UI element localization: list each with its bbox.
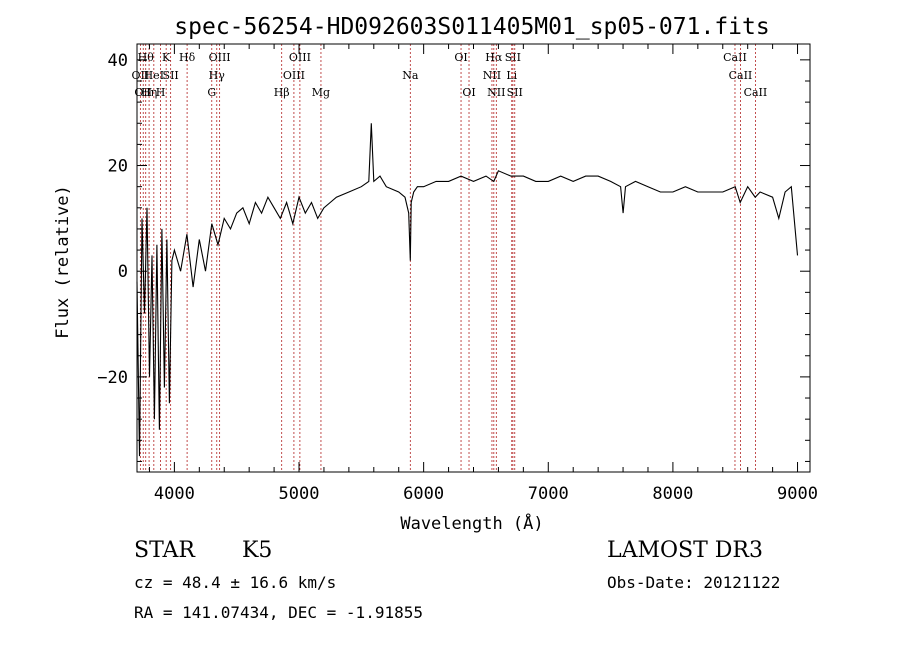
marker-label: Hθ: [138, 51, 155, 64]
object-class: STAR: [134, 538, 195, 563]
y-tick-label: 40: [108, 51, 128, 71]
x-tick-label: 9000: [777, 484, 818, 504]
marker-label: Hγ: [209, 69, 226, 82]
survey-name: LAMOST DR3: [607, 538, 763, 563]
marker-label: SII: [163, 69, 179, 82]
y-tick-label: −20: [97, 368, 128, 388]
marker-label: Hα: [485, 51, 503, 64]
spectral-line-markers: OIIOIIHθHηHeIHKSIIHδGHγOIIIHβOIIIOIIIMgN…: [132, 44, 768, 472]
x-tick-label: 6000: [403, 484, 444, 504]
marker-label: CaII: [744, 86, 768, 99]
x-axis-label: Wavelength (Å): [400, 512, 543, 534]
redshift-cz: cz = 48.4 ± 16.6 km/s: [134, 573, 337, 592]
marker-label: Mg: [312, 86, 330, 99]
marker-label: G: [207, 86, 216, 99]
y-axis: −20 0 20 40: [97, 51, 810, 462]
x-tick-label: 5000: [279, 484, 320, 504]
marker-label: K: [162, 51, 171, 64]
marker-label: OIII: [283, 69, 305, 82]
marker-label: NII: [487, 86, 505, 99]
marker-label: OIII: [289, 51, 311, 64]
marker-label: HeI: [144, 69, 164, 82]
spectrum-series: [136, 123, 799, 457]
plot-frame: [136, 43, 811, 473]
marker-label: OII: [134, 86, 152, 99]
y-tick-label: 20: [108, 157, 128, 177]
marker-label: NII: [483, 69, 501, 82]
chart-title: spec-56254-HD092603S011405M01_sp05-071.f…: [174, 14, 769, 40]
object-subclass: K5: [242, 538, 273, 563]
obs-date: Obs-Date: 20121122: [607, 573, 781, 592]
marker-label: Hη: [141, 86, 157, 99]
x-tick-label: 7000: [528, 484, 569, 504]
y-tick-label: 0: [118, 262, 128, 282]
marker-label: Li: [506, 69, 517, 82]
marker-label: H: [156, 86, 166, 99]
marker-label: OI: [454, 51, 467, 64]
y-axis-label: Flux (relative): [53, 185, 73, 339]
marker-label: SII: [505, 51, 521, 64]
x-tick-label: 4000: [154, 484, 195, 504]
marker-label: OIII: [209, 51, 231, 64]
marker-label: CaII: [729, 69, 753, 82]
x-tick-label: 8000: [652, 484, 693, 504]
marker-label: Hβ: [274, 86, 290, 99]
marker-label: CaII: [723, 51, 747, 64]
marker-label: OII: [132, 69, 150, 82]
ra-dec: RA = 141.07434, DEC = -1.91855: [134, 603, 423, 622]
marker-label: Hδ: [179, 51, 196, 64]
marker-label: Na: [402, 69, 419, 82]
marker-label: SII: [507, 86, 523, 99]
marker-label: OI: [462, 86, 475, 99]
series-line: [136, 123, 799, 457]
x-axis: 4000 5000 6000 7000 8000 9000: [148, 44, 818, 504]
